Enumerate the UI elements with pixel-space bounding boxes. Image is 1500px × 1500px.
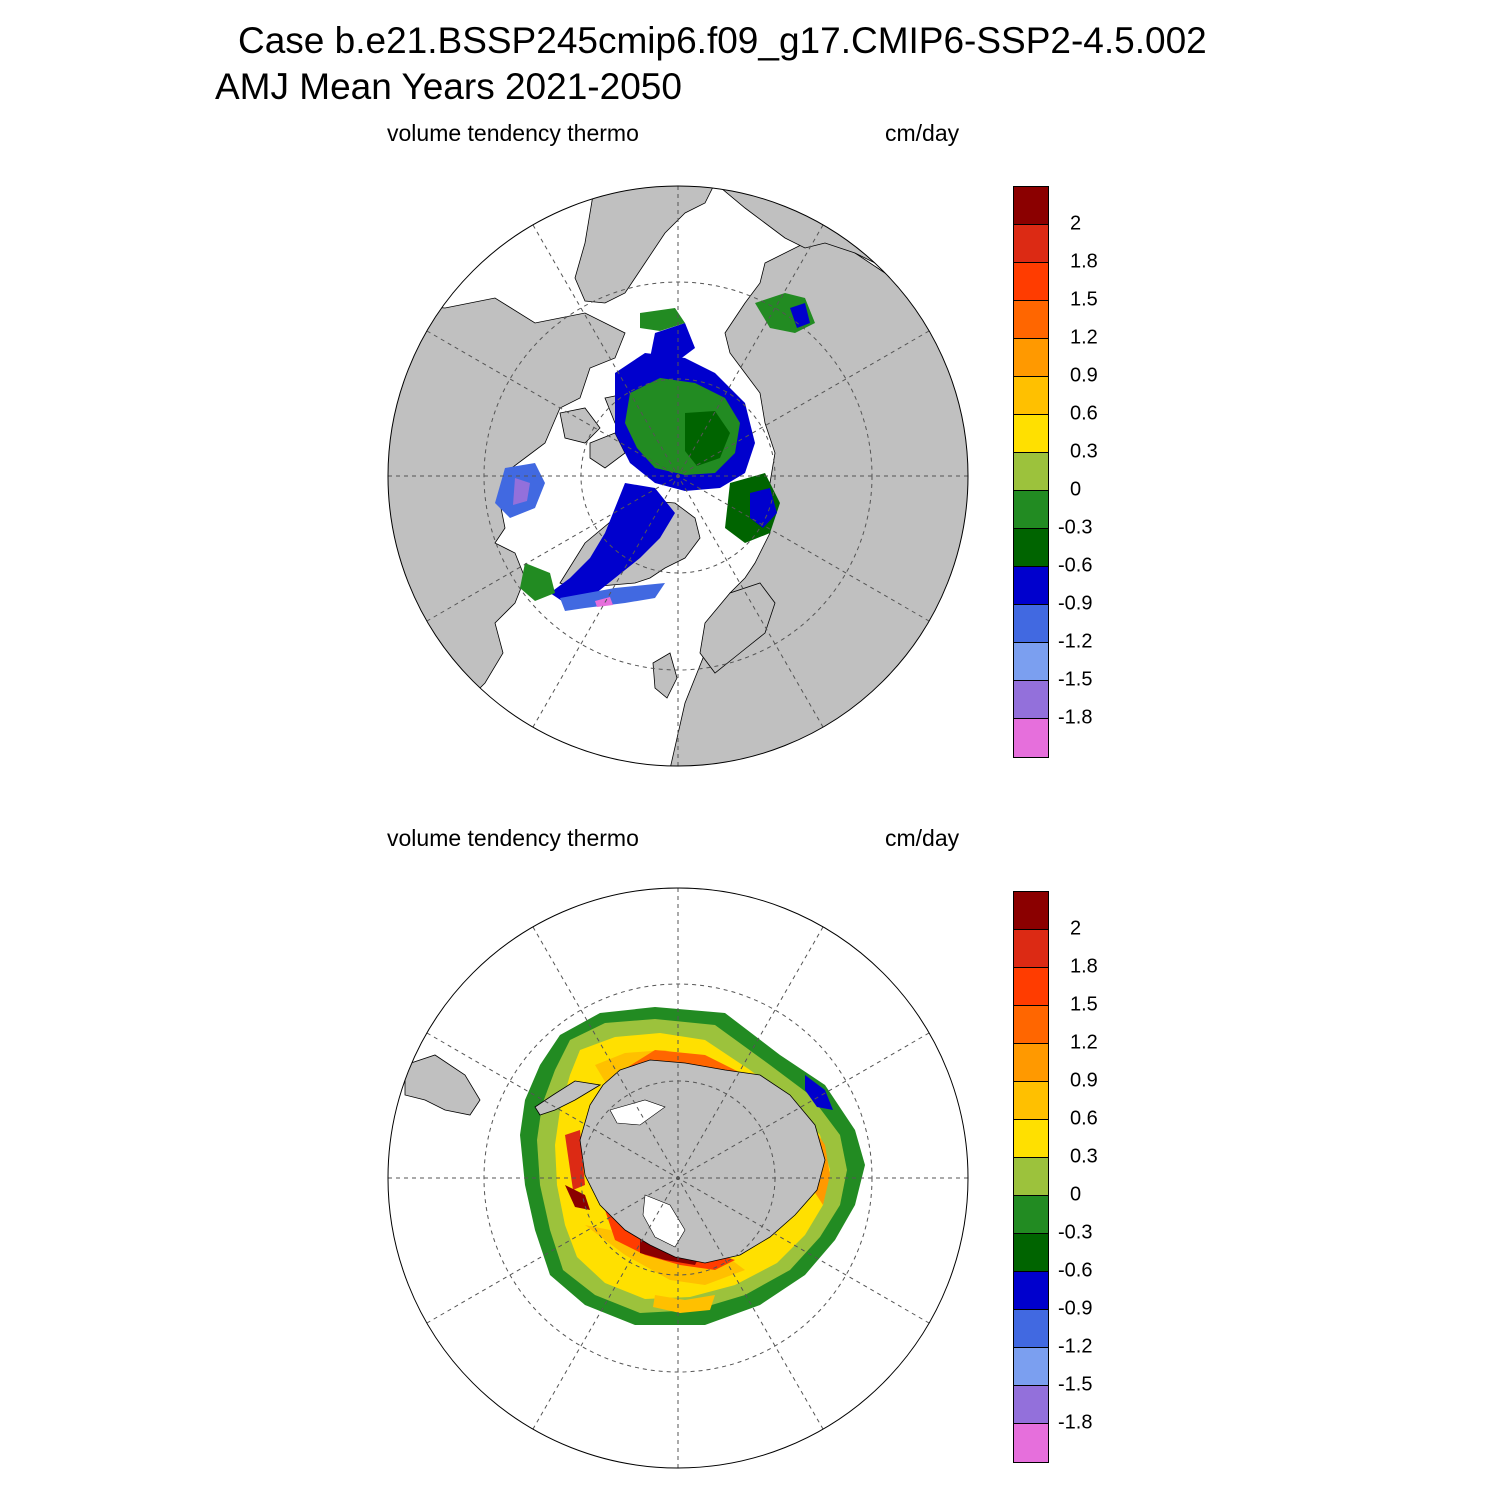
weddell-ice-shelf	[609, 1099, 666, 1126]
colorbar-swatch	[1014, 1424, 1048, 1462]
colorbar-tick-label: 0	[1070, 478, 1082, 501]
colorbar-tick-label: 0.3	[1070, 440, 1098, 463]
colorbar-tick-label: 2	[1070, 212, 1082, 235]
colorbar-swatch	[1014, 1158, 1048, 1196]
colorbar-tick-label: -0.3	[1058, 516, 1093, 539]
colorbar-swatch	[1014, 1006, 1048, 1044]
colorbar-swatch	[1014, 491, 1048, 529]
antarctic-graticule	[388, 888, 968, 1468]
colorbar-swatch	[1014, 1386, 1048, 1424]
colorbar-swatch	[1014, 1044, 1048, 1082]
antarctic-units-label: cm/day	[885, 825, 960, 851]
arctic-units-label: cm/day	[885, 120, 960, 146]
colorbar-tick-label: -0.6	[1058, 1259, 1093, 1282]
colorbar-tick-label: 2	[1070, 917, 1082, 940]
colorbar-swatch	[1014, 263, 1048, 301]
colorbar-tick-label: -0.9	[1058, 1297, 1093, 1320]
colorbar-tick-label: 0.6	[1070, 1107, 1098, 1130]
colorbar-swatch	[1014, 187, 1048, 225]
colorbar-swatch	[1014, 968, 1048, 1006]
colorbar-swatch	[1014, 1272, 1048, 1310]
antarctic-map-border	[387, 887, 969, 1469]
colorbar-swatch	[1014, 605, 1048, 643]
antarctic-colorbar	[1013, 891, 1049, 1463]
arctic-tendency-field	[495, 293, 815, 611]
colorbar-tick-label: 0	[1070, 1183, 1082, 1206]
arctic-map-border	[387, 185, 969, 767]
colorbar-swatch	[1014, 719, 1048, 757]
colorbar-swatch	[1014, 301, 1048, 339]
colorbar-swatch	[1014, 415, 1048, 453]
ross-ice-shelf	[642, 1194, 686, 1248]
colorbar-tick-label: -1.8	[1058, 1411, 1093, 1434]
colorbar-swatch	[1014, 1234, 1048, 1272]
colorbar-tick-label: -1.5	[1058, 1373, 1093, 1396]
colorbar-swatch	[1014, 339, 1048, 377]
colorbar-swatch	[1014, 1310, 1048, 1348]
colorbar-tick-label: 0.9	[1070, 1069, 1098, 1092]
colorbar-tick-label: 0.3	[1070, 1145, 1098, 1168]
colorbar-tick-label: -0.6	[1058, 554, 1093, 577]
colorbar-tick-label: -1.2	[1058, 630, 1093, 653]
colorbar-tick-label: 1.8	[1070, 250, 1098, 273]
colorbar-swatch	[1014, 643, 1048, 681]
colorbar-tick-label: 0.6	[1070, 402, 1098, 425]
antarctic-peninsula	[534, 1080, 602, 1116]
arctic-graticule	[388, 186, 968, 766]
case-title: Case b.e21.BSSP245cmip6.f09_g17.CMIP6-SS…	[238, 20, 1207, 61]
colorbar-swatch	[1014, 1120, 1048, 1158]
colorbar-swatch	[1014, 1348, 1048, 1386]
arctic-colorbar	[1013, 186, 1049, 758]
colorbar-tick-label: 1.5	[1070, 993, 1098, 1016]
colorbar-tick-label: 1.2	[1070, 326, 1098, 349]
colorbar-swatch	[1014, 225, 1048, 263]
colorbar-tick-label: -1.5	[1058, 668, 1093, 691]
antarctic-variable-label: volume tendency thermo	[387, 825, 639, 851]
south-america-land	[404, 1054, 481, 1116]
colorbar-swatch	[1014, 892, 1048, 930]
colorbar-tick-label: 1.2	[1070, 1031, 1098, 1054]
colorbar-tick-label: -1.2	[1058, 1335, 1093, 1358]
colorbar-swatch	[1014, 567, 1048, 605]
colorbar-swatch	[1014, 377, 1048, 415]
colorbar-tick-label: 1.5	[1070, 288, 1098, 311]
colorbar-swatch	[1014, 930, 1048, 968]
colorbar-tick-label: -0.3	[1058, 1221, 1093, 1244]
arctic-polar-map	[387, 185, 969, 767]
colorbar-swatch	[1014, 529, 1048, 567]
colorbar-tick-label: 1.8	[1070, 955, 1098, 978]
colorbar-tick-label: -1.8	[1058, 706, 1093, 729]
colorbar-swatch	[1014, 1196, 1048, 1234]
colorbar-swatch	[1014, 681, 1048, 719]
colorbar-swatch	[1014, 453, 1048, 491]
antarctic-polar-map	[387, 887, 969, 1469]
colorbar-tick-label: -0.9	[1058, 592, 1093, 615]
arctic-variable-label: volume tendency thermo	[387, 120, 639, 146]
colorbar-tick-label: 0.9	[1070, 364, 1098, 387]
period-title: AMJ Mean Years 2021-2050	[215, 66, 682, 107]
colorbar-swatch	[1014, 1082, 1048, 1120]
